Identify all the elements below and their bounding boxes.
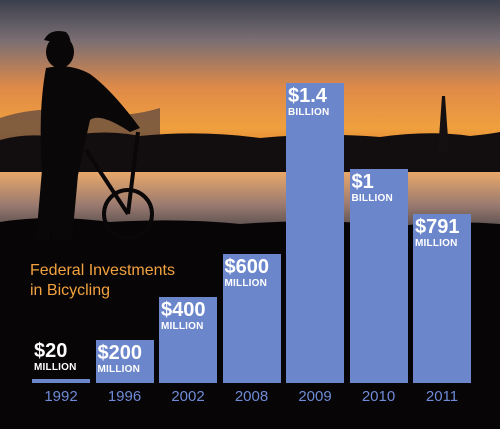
- x-tick-label: 2011: [425, 388, 459, 405]
- bar-1992: [32, 379, 90, 383]
- chart-title-line-2: in Bicycling: [30, 282, 111, 299]
- value-label-2011: $791 MILLION: [415, 217, 460, 250]
- chart-title-line-1: Federal Investments: [30, 262, 175, 279]
- bar-2010: [349, 169, 408, 383]
- bar-2002: [159, 297, 217, 383]
- value-label-1992: $20 MILLION: [34, 341, 77, 374]
- value-label-unit: MILLION: [34, 362, 77, 373]
- value-label-2009: $1.4 BILLION: [288, 86, 329, 119]
- value-label-amount: $600: [224, 256, 270, 278]
- value-label-unit: MILLION: [415, 238, 458, 249]
- value-label-unit: BILLION: [351, 193, 393, 204]
- value-label-unit: MILLION: [161, 321, 204, 332]
- x-tick-label: 1996: [107, 388, 142, 405]
- value-label-amount: $20: [34, 340, 68, 362]
- monument-silhouette: [438, 96, 449, 152]
- value-label-amount: $1.4: [288, 85, 327, 107]
- x-tick-label: 2008: [234, 388, 269, 405]
- x-tick-label: 2009: [298, 388, 332, 405]
- chart-title: Federal Investments in Bicycling: [30, 261, 175, 301]
- value-label-unit: MILLION: [97, 364, 141, 375]
- bar-1996: [95, 340, 154, 383]
- value-label-amount: $791: [415, 216, 460, 238]
- value-label-amount: $200: [97, 342, 143, 364]
- value-label-1996: $200 MILLION: [98, 343, 143, 376]
- value-label-amount: $400: [161, 299, 206, 321]
- treeline: [0, 132, 500, 178]
- bar-2008: [222, 254, 281, 383]
- value-label-unit: BILLION: [288, 107, 330, 118]
- value-label-2002: $400 MILLION: [161, 300, 206, 333]
- value-label-unit: MILLION: [224, 278, 268, 289]
- value-label-2010: $1 BILLION: [352, 172, 393, 205]
- bar-2009: [286, 83, 344, 383]
- x-tick-label: 1992: [44, 388, 78, 405]
- cyclist-silhouette: [36, 31, 154, 240]
- x-tick-label: 2010: [361, 388, 396, 405]
- x-tick-label: 2002: [171, 388, 205, 405]
- value-label-amount: $1: [351, 171, 374, 193]
- value-label-2008: $600 MILLION: [225, 257, 270, 290]
- bar-2011: [413, 214, 471, 383]
